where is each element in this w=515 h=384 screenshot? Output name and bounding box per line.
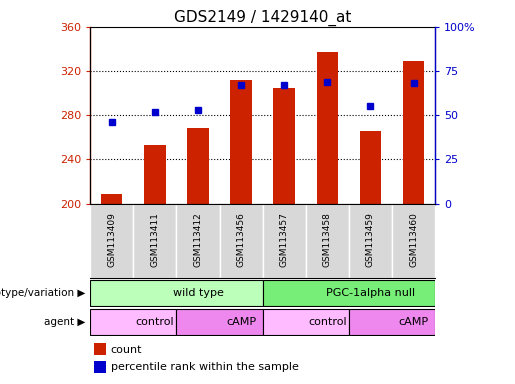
Text: percentile rank within the sample: percentile rank within the sample <box>111 362 299 372</box>
Text: GSM113459: GSM113459 <box>366 212 375 267</box>
Text: GSM113458: GSM113458 <box>323 212 332 267</box>
Bar <box>349 204 392 278</box>
Bar <box>176 309 263 334</box>
Bar <box>90 204 133 278</box>
Bar <box>90 27 435 204</box>
Text: GSM113460: GSM113460 <box>409 212 418 267</box>
Bar <box>133 204 176 278</box>
Text: GSM113409: GSM113409 <box>107 212 116 267</box>
Text: GSM113411: GSM113411 <box>150 212 159 267</box>
Text: cAMP: cAMP <box>226 316 256 327</box>
Bar <box>263 204 306 278</box>
Bar <box>187 128 209 204</box>
Text: PGC-1alpha null: PGC-1alpha null <box>326 288 415 298</box>
Text: cAMP: cAMP <box>399 316 428 327</box>
Text: control: control <box>135 316 174 327</box>
Bar <box>230 80 252 204</box>
Bar <box>317 52 338 204</box>
Text: control: control <box>308 316 347 327</box>
Bar <box>176 204 219 278</box>
Bar <box>392 204 435 278</box>
Bar <box>94 343 106 356</box>
Bar <box>349 309 435 334</box>
Bar <box>306 204 349 278</box>
Bar <box>263 280 435 306</box>
Bar <box>90 309 176 334</box>
Text: GSM113412: GSM113412 <box>194 212 202 267</box>
Bar <box>263 309 349 334</box>
Text: agent ▶: agent ▶ <box>44 316 85 327</box>
Bar <box>94 361 106 372</box>
Text: GSM113457: GSM113457 <box>280 212 289 267</box>
Bar <box>359 131 381 204</box>
Text: count: count <box>111 344 142 354</box>
Bar <box>90 280 263 306</box>
Bar <box>403 61 424 204</box>
Bar <box>101 194 123 204</box>
Bar <box>273 88 295 204</box>
Text: GSM113456: GSM113456 <box>236 212 246 267</box>
Text: genotype/variation ▶: genotype/variation ▶ <box>0 288 85 298</box>
Text: wild type: wild type <box>173 288 224 298</box>
Bar <box>219 204 263 278</box>
Title: GDS2149 / 1429140_at: GDS2149 / 1429140_at <box>174 9 351 25</box>
Bar <box>144 145 166 204</box>
